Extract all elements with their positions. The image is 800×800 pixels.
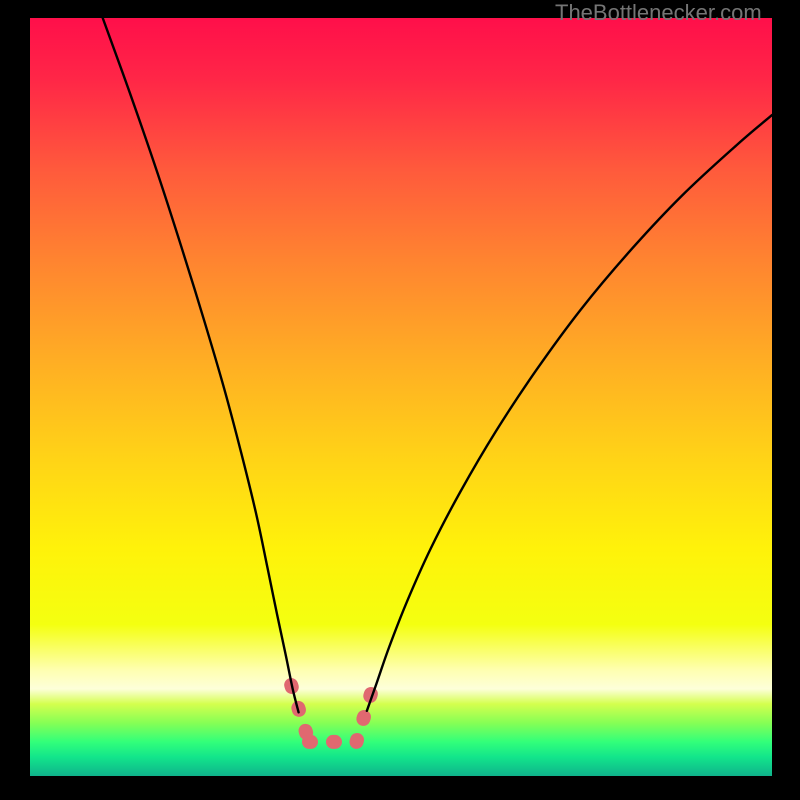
v-curve-left [103,18,299,712]
watermark-text: TheBottlenecker.com [555,0,762,26]
plot-area [30,18,772,776]
v-curve-right [367,115,772,711]
curve-layer [30,18,772,776]
highlight-right [356,685,373,742]
